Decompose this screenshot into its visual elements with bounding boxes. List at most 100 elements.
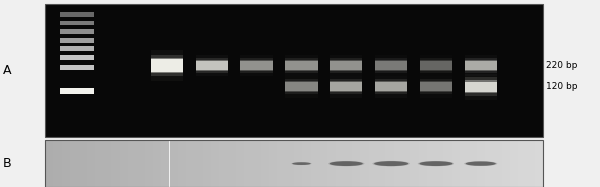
Bar xyxy=(420,82,452,91)
Ellipse shape xyxy=(330,161,363,166)
Bar xyxy=(526,140,535,187)
Bar xyxy=(244,140,253,187)
Bar xyxy=(241,55,273,76)
Bar xyxy=(375,82,407,91)
Bar xyxy=(464,82,497,92)
Bar xyxy=(70,140,78,187)
Bar xyxy=(178,140,186,187)
Bar xyxy=(61,12,94,17)
Text: B: B xyxy=(3,157,11,170)
Bar xyxy=(151,55,183,76)
Bar xyxy=(61,65,94,70)
Bar xyxy=(285,55,317,76)
Bar xyxy=(518,140,526,187)
Bar xyxy=(330,76,362,97)
Bar xyxy=(420,61,452,70)
Bar xyxy=(464,74,497,100)
Bar xyxy=(203,140,211,187)
Bar xyxy=(377,140,385,187)
Ellipse shape xyxy=(328,161,364,166)
Bar xyxy=(402,140,410,187)
Bar xyxy=(227,140,236,187)
Bar xyxy=(61,46,94,51)
Bar xyxy=(120,140,128,187)
Bar xyxy=(330,55,362,76)
Bar xyxy=(196,55,228,76)
Bar xyxy=(285,79,317,94)
Bar xyxy=(103,140,112,187)
Bar xyxy=(452,140,460,187)
Bar xyxy=(468,140,476,187)
Bar xyxy=(302,140,311,187)
Bar xyxy=(420,81,452,92)
Ellipse shape xyxy=(418,161,454,166)
Bar xyxy=(476,140,485,187)
Bar xyxy=(45,140,543,187)
Bar xyxy=(285,76,317,97)
Bar xyxy=(427,140,435,187)
Bar xyxy=(151,50,183,81)
Bar xyxy=(196,58,228,73)
Bar xyxy=(464,77,497,96)
Bar xyxy=(95,140,103,187)
Bar xyxy=(78,140,86,187)
Bar xyxy=(277,140,286,187)
Text: 120 bp: 120 bp xyxy=(546,82,577,91)
Bar xyxy=(236,140,244,187)
Bar xyxy=(375,55,407,76)
Bar xyxy=(285,82,317,91)
Bar xyxy=(369,140,377,187)
Ellipse shape xyxy=(419,161,452,166)
Bar xyxy=(330,79,362,94)
Bar xyxy=(385,140,394,187)
Bar xyxy=(464,55,497,76)
Bar xyxy=(443,140,452,187)
Bar xyxy=(420,79,452,94)
Bar xyxy=(151,59,183,71)
Ellipse shape xyxy=(466,161,496,166)
Bar xyxy=(330,58,362,73)
Bar xyxy=(211,140,220,187)
Bar xyxy=(61,55,94,60)
Bar xyxy=(241,58,273,73)
Bar xyxy=(419,140,427,187)
Bar xyxy=(335,140,344,187)
Ellipse shape xyxy=(292,162,311,165)
Bar xyxy=(319,140,327,187)
Bar xyxy=(241,60,273,71)
Bar xyxy=(330,82,362,91)
Bar xyxy=(220,140,227,187)
Bar xyxy=(253,140,261,187)
Bar xyxy=(128,140,136,187)
Bar xyxy=(464,60,497,71)
Bar xyxy=(420,58,452,73)
Text: 220 bp: 220 bp xyxy=(546,61,577,70)
Ellipse shape xyxy=(373,161,410,166)
Bar xyxy=(261,140,269,187)
Bar xyxy=(327,140,335,187)
Bar xyxy=(136,140,145,187)
Bar xyxy=(375,58,407,73)
Bar xyxy=(330,60,362,71)
Bar xyxy=(493,140,502,187)
Bar xyxy=(375,61,407,70)
Bar xyxy=(485,140,493,187)
Bar xyxy=(420,55,452,76)
Bar xyxy=(502,140,510,187)
Ellipse shape xyxy=(374,161,408,166)
Bar xyxy=(311,140,319,187)
Bar xyxy=(420,60,452,71)
Bar xyxy=(45,4,543,137)
Bar xyxy=(294,140,302,187)
Bar xyxy=(420,76,452,97)
Text: A: A xyxy=(3,64,11,77)
Bar xyxy=(151,58,183,73)
Bar xyxy=(344,140,352,187)
Bar xyxy=(145,140,153,187)
Bar xyxy=(410,140,419,187)
Bar xyxy=(394,140,402,187)
Ellipse shape xyxy=(292,162,311,165)
Bar xyxy=(112,140,120,187)
Bar xyxy=(375,76,407,97)
Bar xyxy=(153,140,161,187)
